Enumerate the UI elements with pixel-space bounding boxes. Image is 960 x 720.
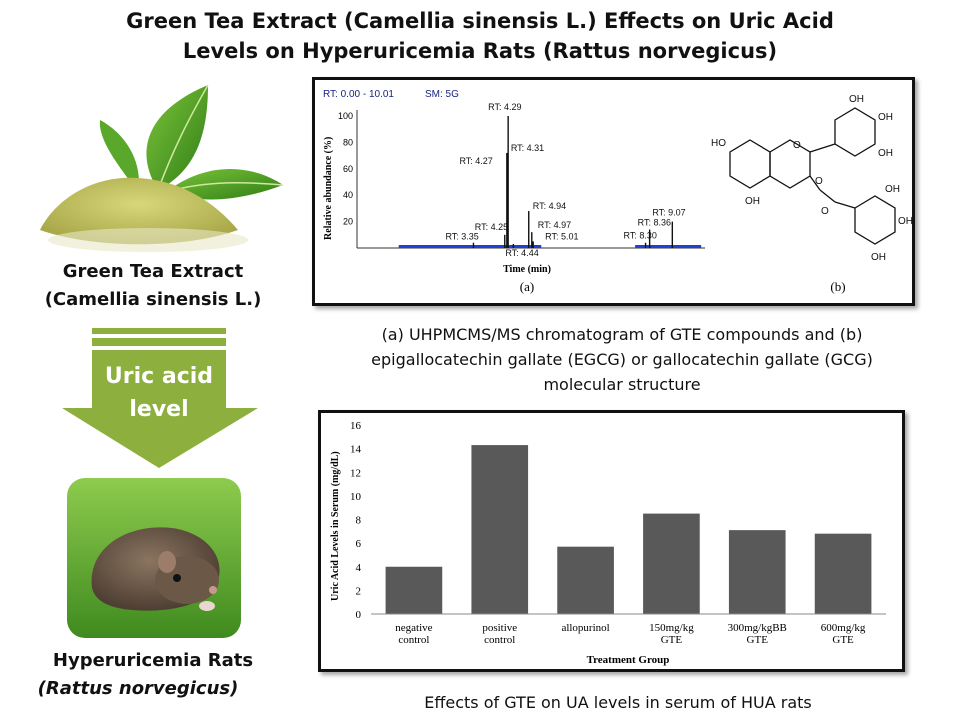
rat-label: Hyperuricemia Rats (Rattus norvegicus) bbox=[28, 647, 278, 703]
bar-chart-x-tick: control bbox=[484, 634, 515, 646]
chrom-header-sm: SM: 5G bbox=[425, 89, 459, 100]
bar-chart-y-tick: 10 bbox=[350, 491, 362, 503]
chrom-y-tick: 80 bbox=[343, 137, 353, 147]
bar-chart-y-tick: 14 bbox=[350, 444, 362, 456]
chrom-peak-label: RT: 8.36 bbox=[638, 218, 671, 228]
bar-chart-y-tick: 4 bbox=[356, 562, 362, 574]
mol-label: OH bbox=[898, 216, 912, 227]
chrom-panel-a: (a) bbox=[520, 279, 534, 294]
chrom-y-tick: 40 bbox=[343, 190, 353, 200]
chrom-peak-label: RT: 4.25 bbox=[475, 222, 508, 232]
mol-label: O bbox=[793, 140, 801, 151]
bar-chart-x-tick: 600mg/kg bbox=[821, 622, 866, 634]
chrom-y-tick: 60 bbox=[343, 164, 353, 174]
bar-chart-xlabel: Treatment Group bbox=[587, 654, 670, 666]
rat-image bbox=[67, 478, 241, 638]
bar-chart-y-tick: 16 bbox=[350, 420, 362, 432]
bar-chart-x-tick: GTE bbox=[747, 634, 769, 646]
chromatogram-svg: RT: 0.00 - 10.01 SM: 5G Relative abundan… bbox=[323, 89, 913, 294]
bar bbox=[557, 546, 614, 614]
mol-label: O bbox=[821, 206, 829, 217]
leaf-shape bbox=[99, 120, 139, 192]
chrom-baseline bbox=[635, 245, 702, 248]
bar bbox=[385, 566, 443, 614]
chrom-peak-label: RT: 4.27 bbox=[459, 156, 492, 166]
molecule-labels: OH OH OH HO OH O O O OH OH OH bbox=[711, 94, 913, 263]
chrom-peak-label: RT: 8.30 bbox=[624, 231, 657, 241]
chrom-xlabel: Time (min) bbox=[503, 264, 551, 275]
green-tea-image bbox=[40, 84, 284, 252]
arrow-label-line-2: level bbox=[129, 397, 188, 422]
chromatogram-caption: (a) UHPMCMS/MS chromatogram of GTE compo… bbox=[312, 322, 932, 397]
chrom-peak-label: RT: 4.31 bbox=[511, 143, 544, 153]
bar-chart-x-tick: GTE bbox=[661, 634, 683, 646]
bar-chart-x-tick: control bbox=[398, 634, 429, 646]
molecule-structure bbox=[729, 107, 896, 245]
chrom-y-tick: 20 bbox=[343, 217, 353, 227]
bar-chart-panel: Uric Acid Levels in Serum (mg/dL) 0 2 4 6 8 1… bbox=[318, 410, 905, 672]
extract-label: Green Tea Extract (Camellia sinensis L.) bbox=[28, 258, 278, 314]
mol-label: OH bbox=[885, 184, 900, 195]
chrom-peak-label: RT: 5.01 bbox=[545, 231, 578, 241]
extract-label-line-1: Green Tea Extract bbox=[62, 261, 244, 282]
rat-label-line-1: Hyperuricemia Rats bbox=[52, 650, 254, 671]
chrom-peak-label: RT: 4.97 bbox=[538, 220, 571, 230]
mol-label: OH bbox=[849, 94, 864, 105]
chrom-peak-label: RT: 4.94 bbox=[533, 201, 566, 211]
chrom-caption-line-2: epigallocatechin gallate (EGCG) or gallo… bbox=[371, 350, 873, 369]
title-line-2: Levels on Hyperuricemia Rats (Rattus nor… bbox=[182, 39, 778, 63]
rat-label-line-2: (Rattus norvegicus) bbox=[37, 678, 239, 699]
bar-chart-y-tick: 12 bbox=[350, 467, 361, 479]
title-line-1: Green Tea Extract (Camellia sinensis L.)… bbox=[126, 9, 834, 33]
powder-pile bbox=[40, 177, 238, 245]
page-title: Green Tea Extract (Camellia sinensis L.)… bbox=[0, 6, 960, 66]
bar-chart-x-tick: 150mg/kg bbox=[649, 622, 694, 634]
bar-chart-ylabel: Uric Acid Levels in Serum (mg/dL) bbox=[330, 451, 341, 601]
bar-chart-x-tick: negative bbox=[395, 622, 432, 634]
down-arrow: Uric acid level bbox=[62, 328, 258, 468]
mol-label: OH bbox=[878, 148, 893, 159]
leaf-shape bbox=[166, 168, 283, 200]
chrom-y-tick: 100 bbox=[338, 111, 353, 121]
chrom-ylabel: Relative abundance (%) bbox=[323, 137, 334, 240]
bar-chart-y-tick: 0 bbox=[356, 609, 362, 621]
mol-label: HO bbox=[711, 138, 726, 149]
bar-chart-x-tick: positive bbox=[482, 622, 517, 634]
arrow-label-line-1: Uric acid bbox=[105, 364, 213, 389]
bar-chart-bars bbox=[385, 445, 872, 614]
bar bbox=[643, 513, 700, 614]
bar-chart-y-tick: 6 bbox=[356, 538, 362, 550]
chrom-peak-label: RT: 9.07 bbox=[652, 208, 685, 218]
extract-label-line-2: (Camellia sinensis L.) bbox=[44, 289, 262, 310]
leaf-shape bbox=[146, 85, 208, 190]
bar-chart-svg: Uric Acid Levels in Serum (mg/dL) 0 2 4 6 8 1… bbox=[330, 420, 886, 666]
chrom-baseline bbox=[398, 245, 542, 248]
bar-chart-x-tick: GTE bbox=[832, 634, 854, 646]
chrom-y-ticks: 20 40 60 80 100 bbox=[338, 111, 353, 227]
bar bbox=[728, 530, 786, 614]
chrom-panel-b: (b) bbox=[830, 279, 845, 294]
chromatogram-panel: RT: 0.00 - 10.01 SM: 5G Relative abundan… bbox=[312, 77, 915, 306]
chrom-peak-label: RT: 4.29 bbox=[488, 102, 521, 112]
bar-chart-x-tick: allopurinol bbox=[561, 622, 609, 634]
bar-chart-y-tick: 8 bbox=[356, 515, 362, 527]
bar-chart-x-tick: 300mg/kgBB bbox=[728, 622, 787, 634]
bar-chart-caption: Effects of GTE on UA levels in serum of … bbox=[424, 693, 812, 712]
chrom-caption-line-3: molecular structure bbox=[543, 375, 701, 394]
mol-label: OH bbox=[871, 252, 886, 263]
chrom-header-rt: RT: 0.00 - 10.01 bbox=[323, 89, 394, 100]
bar-chart-y-ticks: 0 2 4 6 8 10 12 14 16 bbox=[350, 420, 362, 621]
mol-label: OH bbox=[745, 196, 760, 207]
mol-label: O bbox=[815, 176, 823, 187]
chrom-peak-label: RT: 3.35 bbox=[445, 232, 478, 242]
chrom-peak-label: RT: 4.44 bbox=[505, 248, 538, 258]
bar-chart-x-ticks: negativecontrolpositivecontrolallopurino… bbox=[395, 622, 866, 646]
bar-chart-y-tick: 2 bbox=[356, 585, 362, 597]
bar bbox=[814, 533, 872, 614]
chrom-caption-line-1: (a) UHPMCMS/MS chromatogram of GTE compo… bbox=[381, 325, 863, 344]
bar bbox=[471, 445, 529, 614]
mol-label: OH bbox=[878, 112, 893, 123]
